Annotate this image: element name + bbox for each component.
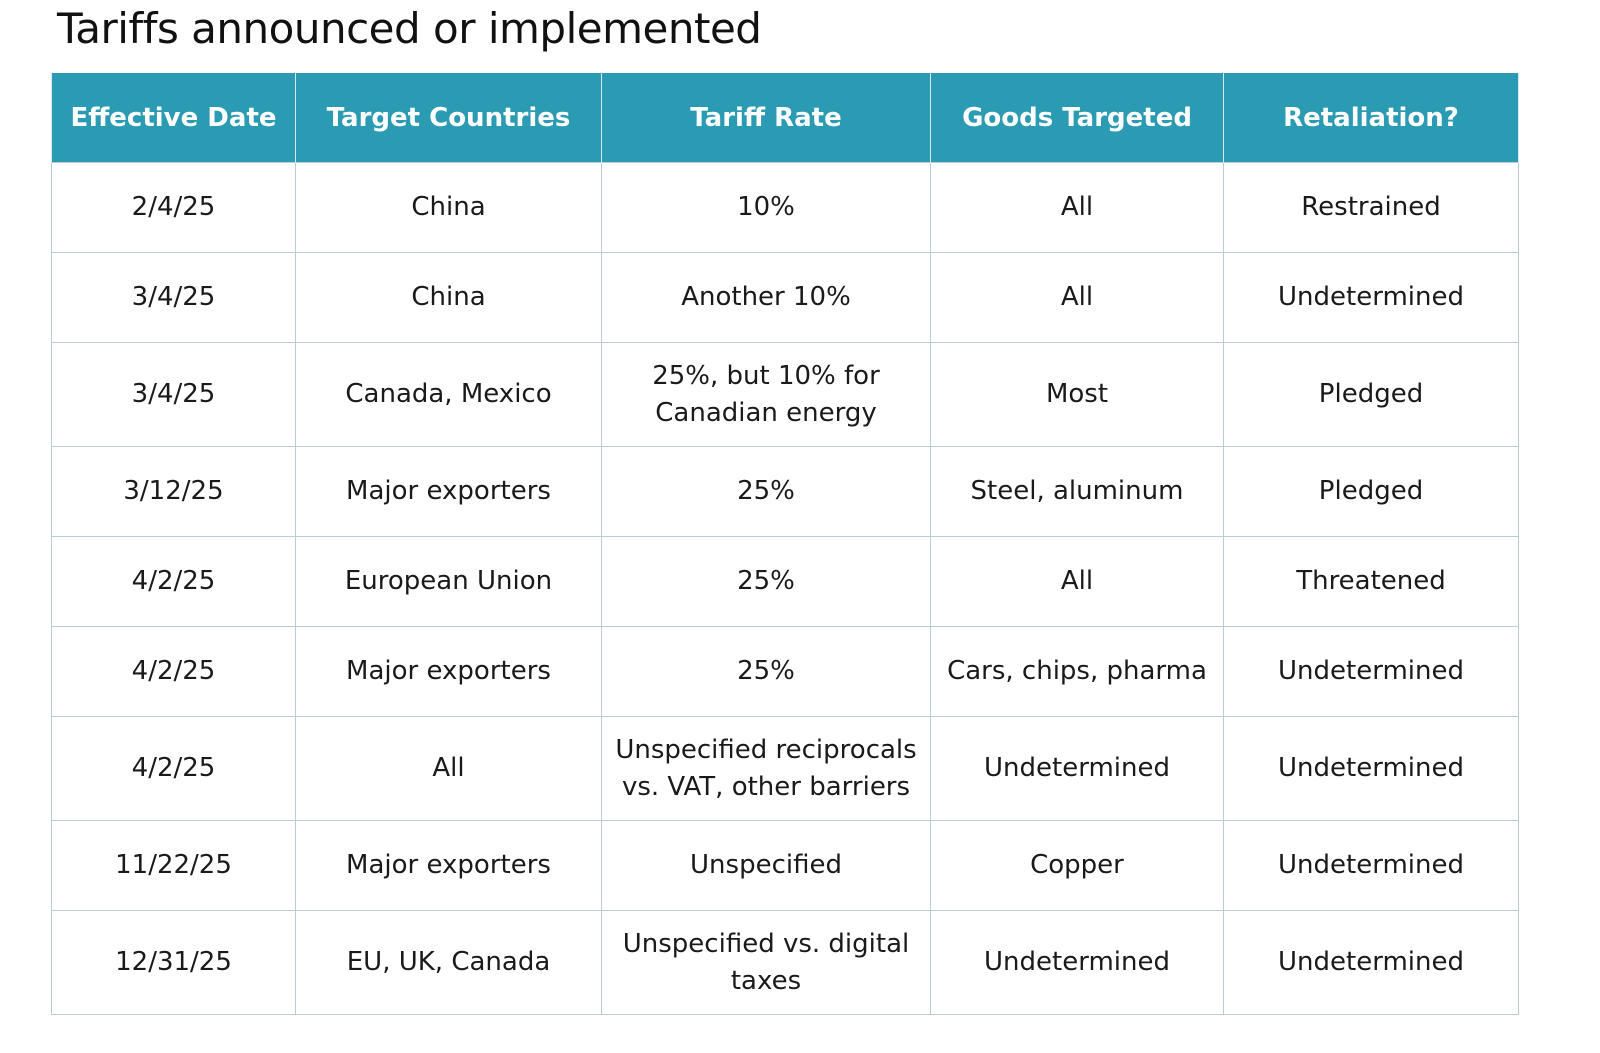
column-header-retaliation: Retaliation? [1223, 73, 1519, 163]
effective-date-cell: 11/22/25 [51, 820, 296, 911]
tariff-rate-cell: 25%, but 10% for Canadian energy [601, 342, 931, 447]
goods-targeted-cell: Cars, chips, pharma [930, 626, 1224, 717]
goods-targeted-cell: All [930, 162, 1224, 253]
tariff-rate-cell: Unspecified reciprocals vs. VAT, other b… [601, 716, 931, 821]
goods-targeted-cell: Most [930, 342, 1224, 447]
retaliation-cell: Pledged [1223, 342, 1519, 447]
target-countries-cell: European Union [295, 536, 602, 627]
column-header-goods-targeted: Goods Targeted [930, 73, 1224, 163]
table-row: 4/2/25 Major exporters 25% Cars, chips, pha… [51, 626, 1519, 717]
tariff-rate-cell: Another 10% [601, 252, 931, 343]
table-row: 3/4/25 Canada, Mexico 25%, but 10% for Can… [51, 342, 1519, 447]
goods-targeted-cell: All [930, 536, 1224, 627]
goods-targeted-cell: All [930, 252, 1224, 343]
retaliation-cell: Undetermined [1223, 910, 1519, 1015]
table-row: 3/4/25 China Another 10% All Undetermined [51, 252, 1519, 343]
retaliation-cell: Undetermined [1223, 820, 1519, 911]
retaliation-cell: Undetermined [1223, 716, 1519, 821]
retaliation-cell: Restrained [1223, 162, 1519, 253]
retaliation-cell: Undetermined [1223, 626, 1519, 717]
page-title: Tariffs announced or implemented [57, 4, 762, 53]
target-countries-cell: China [295, 162, 602, 253]
effective-date-cell: 2/4/25 [51, 162, 296, 253]
target-countries-cell: All [295, 716, 602, 821]
target-countries-cell: China [295, 252, 602, 343]
table-header-row: Effective Date Target Countries Tariff R… [51, 73, 1519, 163]
target-countries-cell: Major exporters [295, 626, 602, 717]
column-header-target-countries: Target Countries [295, 73, 602, 163]
retaliation-cell: Threatened [1223, 536, 1519, 627]
effective-date-cell: 4/2/25 [51, 716, 296, 821]
tariff-rate-cell: 25% [601, 626, 931, 717]
tariff-rate-cell: Unspecified vs. digital taxes [601, 910, 931, 1015]
effective-date-cell: 4/2/25 [51, 536, 296, 627]
retaliation-cell: Pledged [1223, 446, 1519, 537]
goods-targeted-cell: Steel, aluminum [930, 446, 1224, 537]
goods-targeted-cell: Undetermined [930, 716, 1224, 821]
tariff-rate-cell: 10% [601, 162, 931, 253]
target-countries-cell: Major exporters [295, 820, 602, 911]
column-header-effective-date: Effective Date [51, 73, 296, 163]
table-row: 11/22/25 Major exporters Unspecified Copper… [51, 820, 1519, 911]
tariff-rate-cell: 25% [601, 446, 931, 537]
table-row: 12/31/25 EU, UK, Canada Unspecified vs. di… [51, 910, 1519, 1015]
target-countries-cell: Canada, Mexico [295, 342, 602, 447]
table-row: 4/2/25 All Unspecified reciprocals vs. VAT… [51, 716, 1519, 821]
goods-targeted-cell: Undetermined [930, 910, 1224, 1015]
table-row: 2/4/25 China 10% All Restrained [51, 162, 1519, 253]
column-header-tariff-rate: Tariff Rate [601, 73, 931, 163]
tariff-rate-cell: 25% [601, 536, 931, 627]
retaliation-cell: Undetermined [1223, 252, 1519, 343]
goods-targeted-cell: Copper [930, 820, 1224, 911]
table-row: 4/2/25 European Union 25% All Threatened [51, 536, 1519, 627]
effective-date-cell: 4/2/25 [51, 626, 296, 717]
effective-date-cell: 3/4/25 [51, 252, 296, 343]
target-countries-cell: EU, UK, Canada [295, 910, 602, 1015]
tariffs-table: Effective Date Target Countries Tariff R… [51, 73, 1519, 1015]
table-row: 3/12/25 Major exporters 25% Steel, aluminum… [51, 446, 1519, 537]
tariff-rate-cell: Unspecified [601, 820, 931, 911]
effective-date-cell: 3/12/25 [51, 446, 296, 537]
effective-date-cell: 3/4/25 [51, 342, 296, 447]
effective-date-cell: 12/31/25 [51, 910, 296, 1015]
target-countries-cell: Major exporters [295, 446, 602, 537]
